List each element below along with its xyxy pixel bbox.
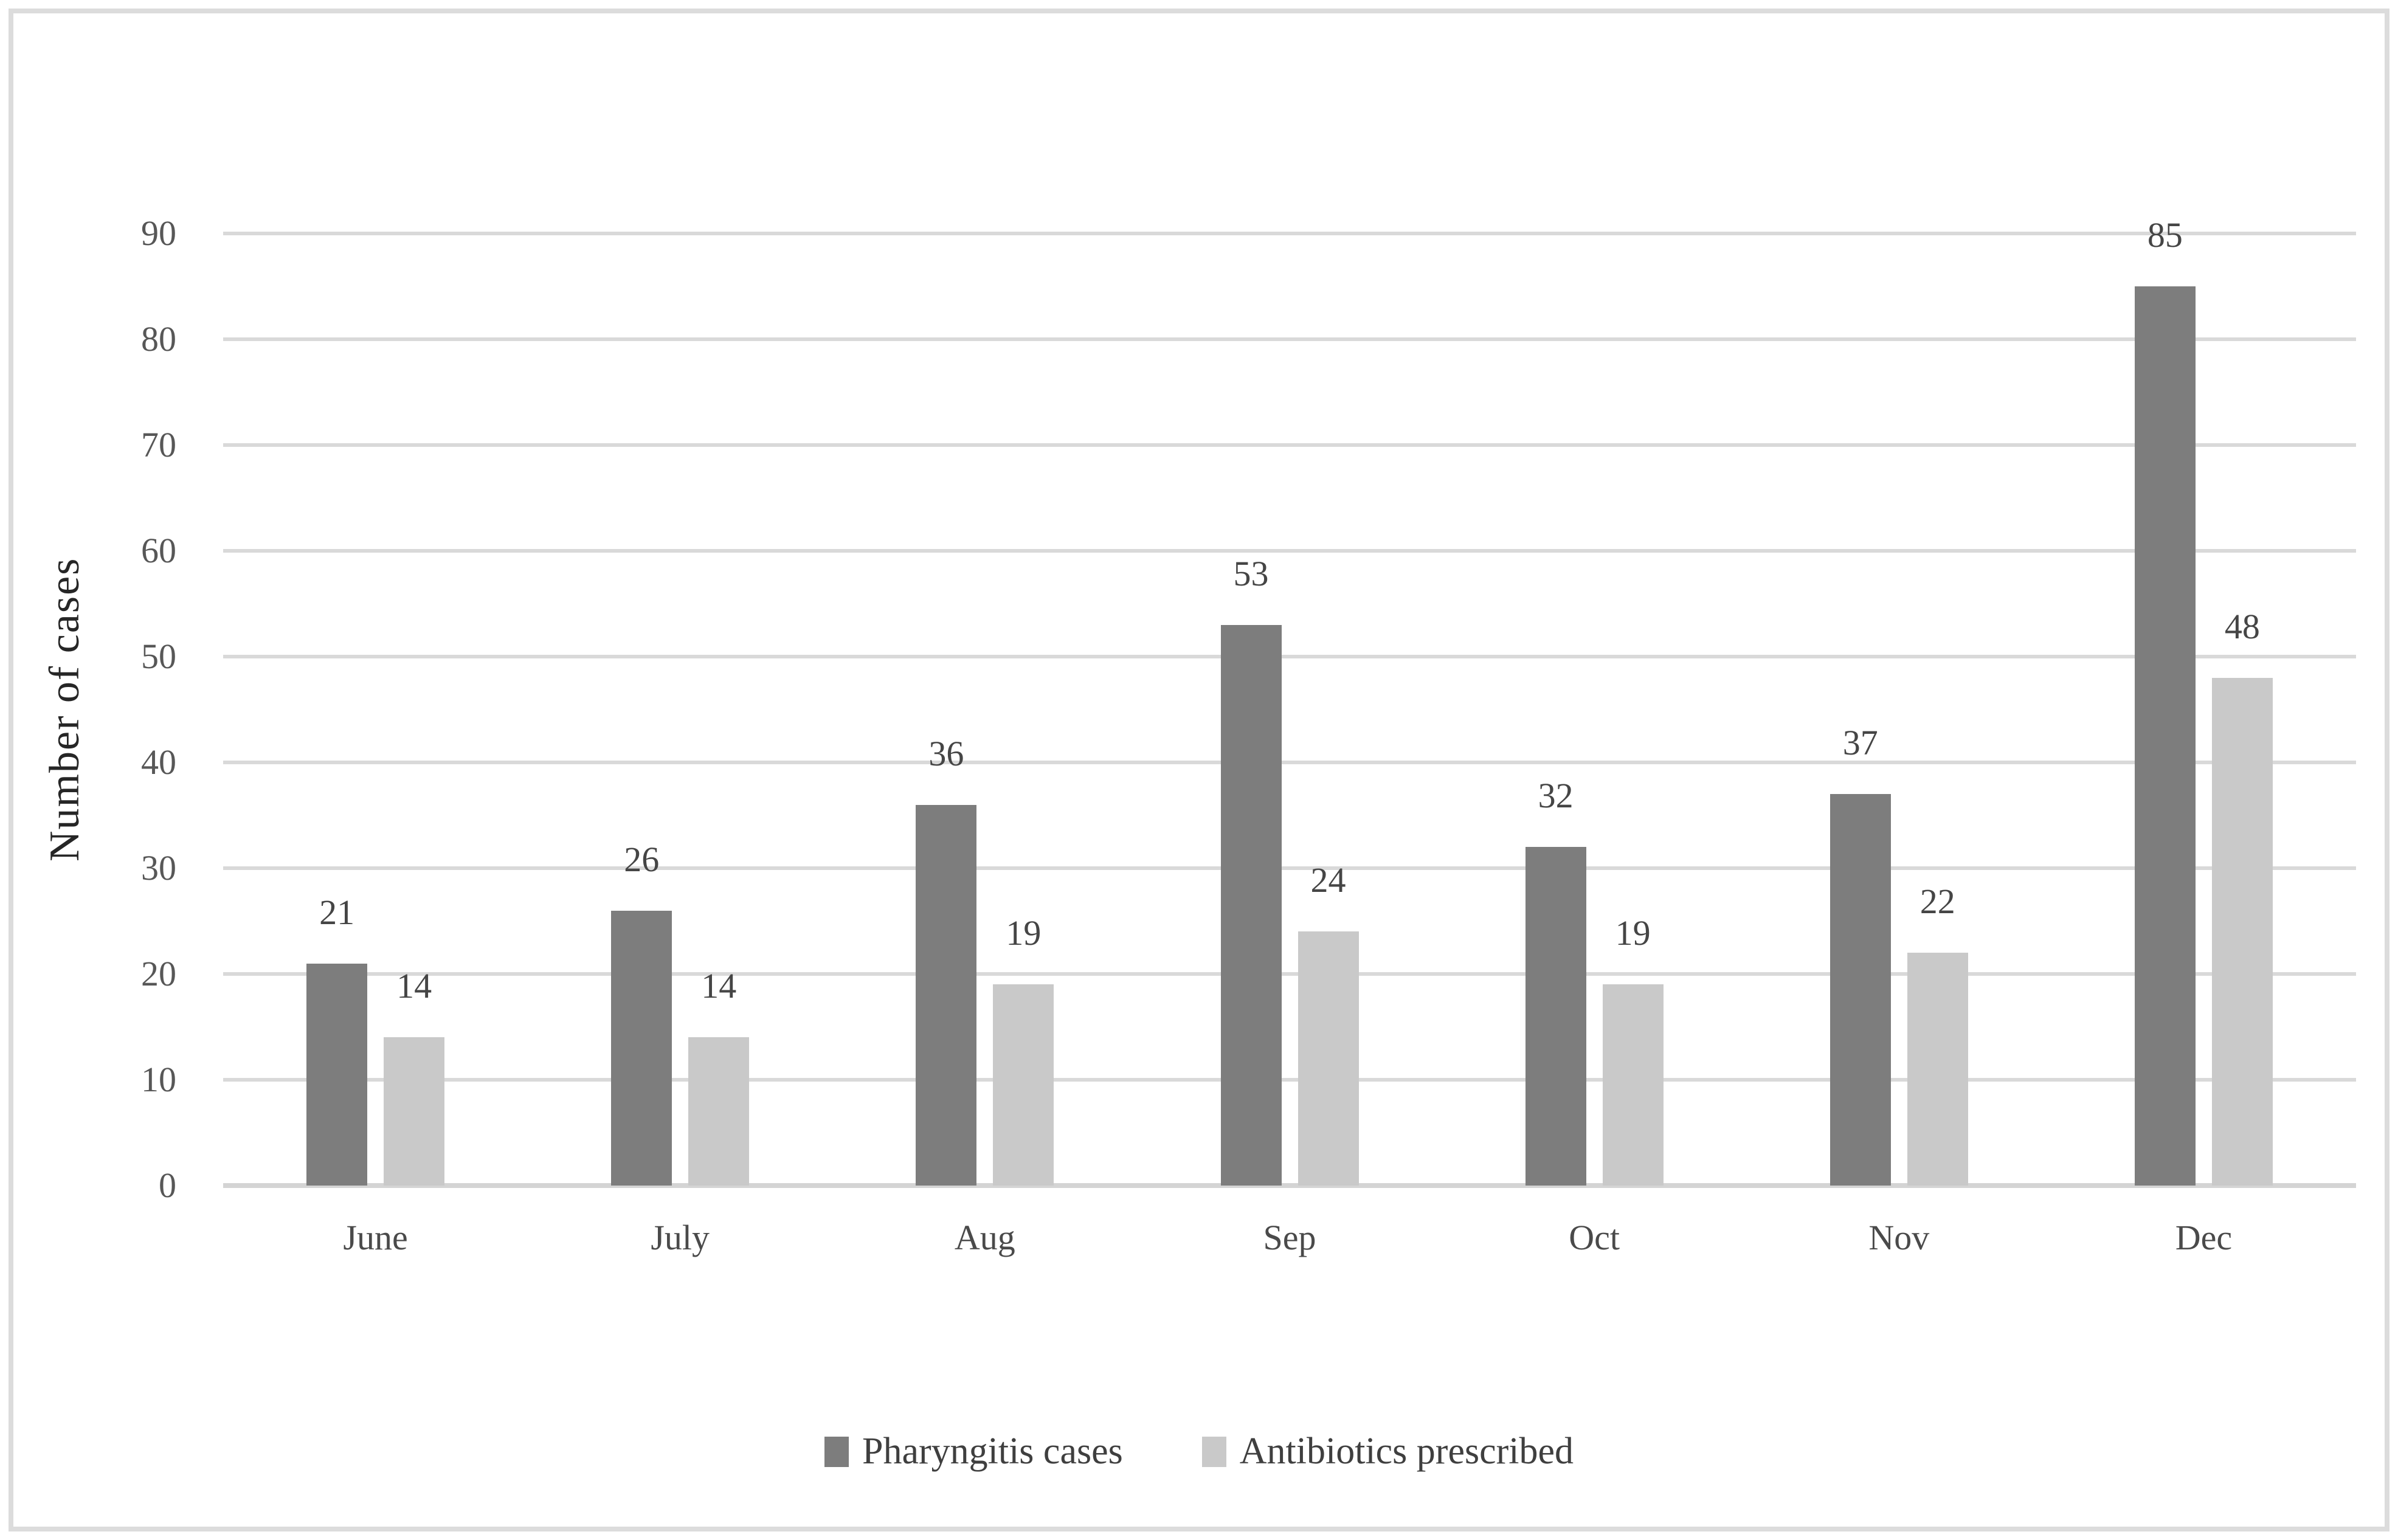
y-tick-label: 20 [141, 954, 176, 993]
bar-pharyngitis-cases [1525, 847, 1586, 1186]
y-tick-label: 30 [141, 848, 176, 888]
x-tick-label: Nov [1868, 1218, 1930, 1257]
y-tick-label: 0 [159, 1165, 176, 1205]
bar-antibiotics-prescribed [1297, 931, 1359, 1186]
bar-antibiotics-prescribed [1602, 984, 1664, 1186]
x-tick-label: Sep [1263, 1218, 1316, 1257]
y-tick-label: 90 [141, 213, 176, 253]
bar-value-label: 14 [396, 966, 432, 1006]
bar-value-label: 14 [701, 966, 737, 1006]
gridline [223, 761, 2356, 764]
bar-antibiotics-prescribed [993, 984, 1054, 1186]
gridline [223, 655, 2356, 658]
legend-marker [824, 1436, 849, 1467]
y-tick-label: 40 [141, 742, 176, 782]
legend-label: Antibiotics prescribed [1239, 1431, 1574, 1472]
y-tick-label: 50 [141, 637, 176, 676]
x-tick-label: Oct [1569, 1218, 1620, 1257]
bar-pharyngitis-cases [306, 963, 368, 1186]
y-tick-label: 70 [141, 425, 176, 464]
bar-value-label: 19 [1006, 913, 1042, 953]
bar-value-label: 26 [624, 839, 660, 879]
bar-pharyngitis-cases [611, 910, 672, 1186]
bar-value-label: 21 [319, 892, 355, 932]
chart-legend: Pharyngitis cases Antibiotics prescribed [0, 1430, 2398, 1473]
gridline [223, 1078, 2356, 1082]
legend-label: Pharyngitis cases [862, 1431, 1123, 1472]
bar-pharyngitis-cases [916, 804, 977, 1186]
bar-antibiotics-prescribed [1907, 953, 1968, 1186]
bar-value-label: 19 [1615, 913, 1651, 953]
bar-value-label: 22 [1919, 882, 1955, 922]
gridline [223, 232, 2356, 235]
x-axis-line [223, 1183, 2356, 1188]
bar-value-label: 37 [1842, 723, 1878, 763]
plot-area: 21 14 26 14 36 19 53 24 32 19 37 22 85 48 [223, 216, 2356, 1188]
bar-value-label: 32 [1538, 776, 1574, 816]
x-tick-label: Aug [954, 1218, 1015, 1257]
y-axis-title: Number of cases [41, 557, 88, 862]
bar-antibiotics-prescribed [384, 1037, 445, 1186]
bar-pharyngitis-cases [1830, 794, 1891, 1186]
y-tick-label: 80 [141, 319, 176, 359]
legend-marker [1201, 1436, 1226, 1467]
y-tick-label: 60 [141, 531, 176, 570]
gridline [223, 866, 2356, 870]
bar-antibiotics-prescribed [2211, 677, 2273, 1186]
bar-pharyngitis-cases [1220, 624, 1282, 1186]
bar-value-label: 36 [928, 733, 964, 773]
bar-value-label: 24 [1310, 860, 1346, 900]
bar-antibiotics-prescribed [688, 1037, 750, 1186]
chart-frame [9, 9, 2389, 1531]
bar-value-label: 85 [2147, 215, 2183, 255]
bar-pharyngitis-cases [2134, 286, 2196, 1186]
x-tick-label: June [343, 1218, 408, 1257]
gridline [223, 337, 2356, 341]
bar-value-label: 53 [1233, 553, 1269, 593]
gridline [223, 443, 2356, 447]
bar-value-label: 48 [2224, 606, 2260, 646]
legend-item-pharyngitis-cases: Pharyngitis cases [824, 1430, 1123, 1473]
x-tick-label: Dec [2175, 1218, 2233, 1257]
y-tick-label: 10 [141, 1060, 176, 1099]
gridline [223, 549, 2356, 553]
gridline [223, 972, 2356, 976]
x-tick-label: July [651, 1218, 710, 1257]
legend-item-antibiotics-prescribed: Antibiotics prescribed [1201, 1430, 1574, 1473]
